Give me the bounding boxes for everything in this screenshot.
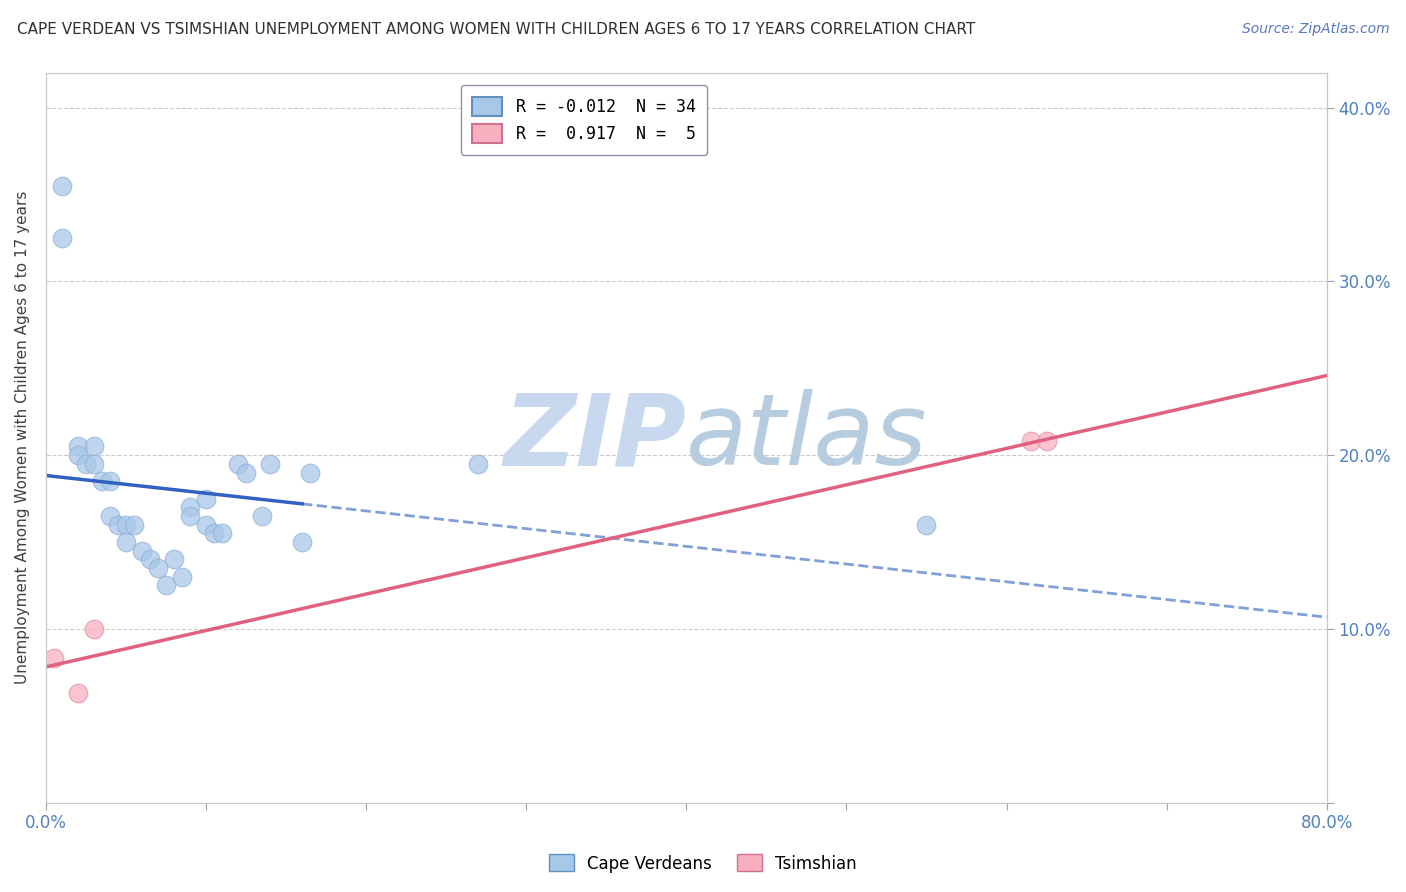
- Point: [75, 457, 97, 471]
- Point: [66, 448, 89, 462]
- Text: atlas: atlas: [686, 389, 928, 486]
- Legend: R = -0.012  N = 34, R =  0.917  N =  5: R = -0.012 N = 34, R = 0.917 N = 5: [461, 85, 707, 155]
- Point: [467, 457, 489, 471]
- Point: [131, 543, 153, 558]
- Y-axis label: Unemployment Among Women with Children Ages 6 to 17 years: Unemployment Among Women with Children A…: [15, 191, 30, 684]
- Point: [155, 578, 177, 592]
- Point: [83, 440, 105, 454]
- Point: [107, 517, 129, 532]
- Text: ZIP: ZIP: [503, 389, 686, 486]
- Point: [235, 466, 257, 480]
- Point: [42, 651, 65, 665]
- Point: [259, 457, 281, 471]
- Point: [98, 474, 121, 488]
- Point: [66, 686, 89, 700]
- Point: [66, 440, 89, 454]
- Point: [226, 457, 249, 471]
- Point: [170, 570, 193, 584]
- Point: [291, 535, 314, 549]
- Point: [195, 491, 218, 506]
- Point: [195, 517, 218, 532]
- Point: [211, 526, 233, 541]
- Point: [163, 552, 186, 566]
- Point: [51, 178, 73, 193]
- Point: [1035, 434, 1057, 449]
- Text: CAPE VERDEAN VS TSIMSHIAN UNEMPLOYMENT AMONG WOMEN WITH CHILDREN AGES 6 TO 17 YE: CAPE VERDEAN VS TSIMSHIAN UNEMPLOYMENT A…: [17, 22, 976, 37]
- Point: [1019, 434, 1042, 449]
- Point: [250, 508, 273, 523]
- Point: [98, 508, 121, 523]
- Text: Source: ZipAtlas.com: Source: ZipAtlas.com: [1241, 22, 1389, 37]
- Point: [122, 517, 145, 532]
- Legend: Cape Verdeans, Tsimshian: Cape Verdeans, Tsimshian: [543, 847, 863, 880]
- Point: [83, 622, 105, 636]
- Point: [83, 457, 105, 471]
- Point: [179, 500, 201, 515]
- Point: [115, 535, 138, 549]
- Point: [299, 466, 322, 480]
- Point: [202, 526, 225, 541]
- Point: [179, 508, 201, 523]
- Point: [915, 517, 938, 532]
- Point: [146, 561, 169, 575]
- Point: [115, 517, 138, 532]
- Point: [139, 552, 162, 566]
- Point: [51, 231, 73, 245]
- Point: [91, 474, 114, 488]
